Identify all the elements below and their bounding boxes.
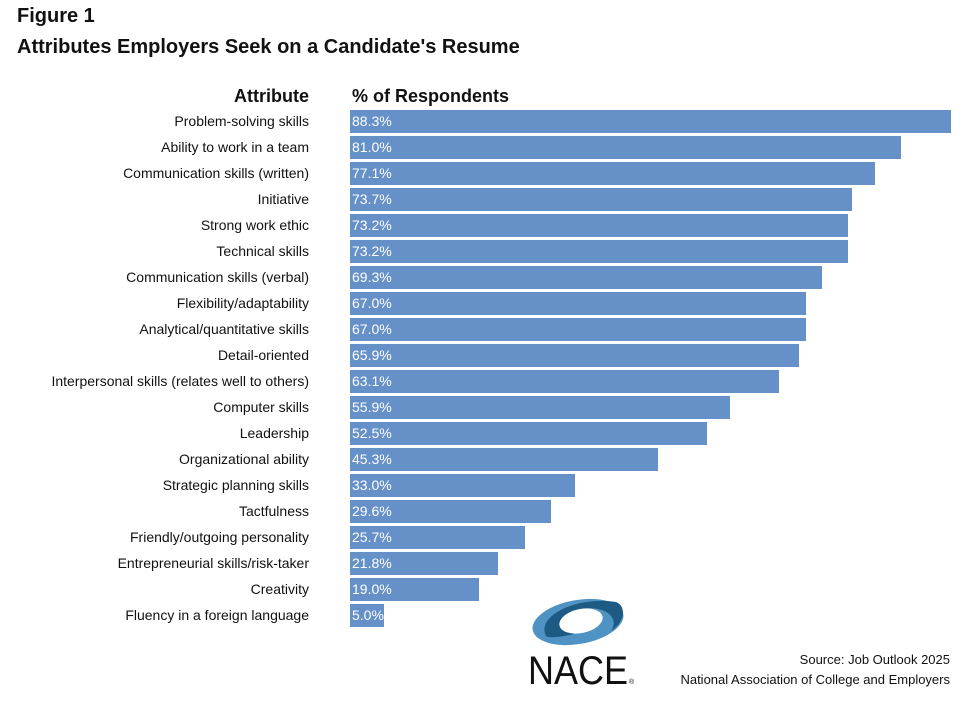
category-label: Friendly/outgoing personality <box>130 529 309 545</box>
category-label: Problem-solving skills <box>174 113 309 129</box>
category-label: Detail-oriented <box>217 347 309 363</box>
category-label: Communication skills (written) <box>123 165 309 181</box>
svg-text:NACE: NACE <box>528 649 628 688</box>
source-line: Source: Job Outlook 2025 <box>799 652 950 667</box>
bar <box>350 240 849 263</box>
figure-label: Figure 1 <box>17 5 95 27</box>
nace-logo: NACE ® <box>528 598 635 688</box>
category-label: Strategic planning skills <box>162 477 309 493</box>
bar <box>350 188 852 211</box>
category-label: Analytical/quantitative skills <box>139 321 309 337</box>
chart-title: Attributes Employers Seek on a Candidate… <box>17 36 520 58</box>
data-label: 88.3% <box>352 113 392 129</box>
category-label: Tactfulness <box>238 503 309 519</box>
data-label: 73.2% <box>352 243 392 259</box>
bar <box>350 266 822 289</box>
category-label: Organizational ability <box>179 451 309 467</box>
bar <box>350 526 525 549</box>
category-label: Strong work ethic <box>200 217 309 233</box>
bar <box>350 422 708 445</box>
data-label: 19.0% <box>352 581 392 597</box>
svg-text:®: ® <box>629 678 635 686</box>
data-label: 67.0% <box>352 321 392 337</box>
category-label: Initiative <box>257 191 309 207</box>
category-label: Flexibility/adaptability <box>176 295 309 311</box>
bar <box>350 448 659 471</box>
data-label: 55.9% <box>352 399 392 415</box>
data-label: 65.9% <box>352 347 392 363</box>
data-label: 5.0% <box>352 607 384 623</box>
data-label: 77.1% <box>352 165 392 181</box>
source-organization: National Association of College and Empl… <box>680 672 950 687</box>
data-label: 21.8% <box>352 555 392 571</box>
bar <box>350 552 499 575</box>
data-label: 67.0% <box>352 295 392 311</box>
data-label: 73.7% <box>352 191 392 207</box>
bar <box>350 370 780 393</box>
data-label: 81.0% <box>352 139 392 155</box>
category-label: Entrepreneurial skills/risk-taker <box>117 555 309 571</box>
bar <box>350 396 731 419</box>
category-label: Communication skills (verbal) <box>126 269 309 285</box>
category-header: Attribute <box>234 86 309 106</box>
bar <box>350 292 807 315</box>
category-label: Technical skills <box>216 243 309 259</box>
bar <box>350 578 480 601</box>
data-label: 52.5% <box>352 425 392 441</box>
category-label: Interpersonal skills (relates well to ot… <box>51 373 309 389</box>
bar <box>350 136 902 159</box>
bar <box>350 474 575 497</box>
data-label: 29.6% <box>352 503 392 519</box>
bar <box>350 318 807 341</box>
data-label: 69.3% <box>352 269 392 285</box>
bar <box>350 604 385 627</box>
category-label: Creativity <box>250 581 309 597</box>
value-header: % of Respondents <box>352 86 510 106</box>
bar <box>350 110 951 133</box>
bar <box>350 344 799 367</box>
data-label: 63.1% <box>352 373 392 389</box>
category-label: Ability to work in a team <box>161 139 309 155</box>
bar <box>350 500 552 523</box>
data-label: 45.3% <box>352 451 392 467</box>
bar <box>350 162 875 185</box>
bar <box>350 214 849 237</box>
data-label: 33.0% <box>352 477 392 493</box>
data-label: 25.7% <box>352 529 392 545</box>
category-label: Fluency in a foreign language <box>125 607 309 623</box>
data-label: 73.2% <box>352 217 392 233</box>
category-label: Computer skills <box>213 399 309 415</box>
category-label: Leadership <box>239 425 309 441</box>
